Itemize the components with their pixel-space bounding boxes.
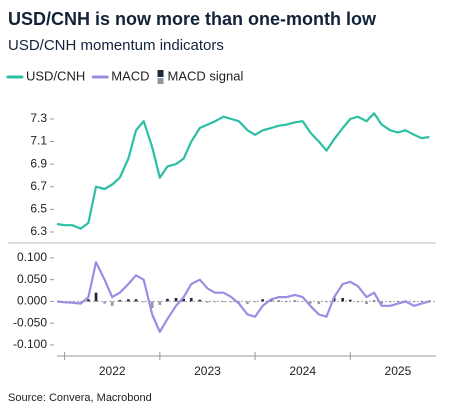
bar — [317, 301, 321, 305]
line — [56, 261, 430, 333]
y2-tick-label: 0.100 — [17, 250, 47, 264]
bar — [428, 300, 431, 302]
bar — [356, 301, 360, 303]
bar — [229, 301, 233, 303]
legend-label: USD/CNH — [26, 68, 85, 83]
bar — [142, 301, 145, 303]
bar — [127, 299, 130, 302]
x-tick-label: 2023 — [194, 364, 221, 378]
bar — [388, 301, 392, 303]
bar — [94, 292, 98, 302]
legend-swatch — [157, 78, 164, 84]
bar — [213, 301, 217, 303]
y2-tick-label: 0.050 — [17, 272, 47, 286]
bar — [150, 301, 154, 308]
bar — [277, 300, 281, 302]
y-tick-label: 7.3 — [30, 111, 47, 125]
y-tick-label: 6.3 — [30, 224, 47, 238]
legend-label: MACD signal — [168, 68, 244, 83]
bar — [372, 300, 376, 302]
bar — [412, 301, 416, 303]
bar — [325, 301, 328, 303]
bar — [189, 297, 193, 302]
bar — [166, 298, 169, 302]
y2-tick-label: 0.000 — [17, 294, 47, 308]
bar — [261, 299, 265, 302]
bar — [79, 301, 83, 303]
x-tick-label: 2025 — [385, 364, 412, 378]
y2-tick-label: -0.100 — [13, 337, 47, 351]
bar — [87, 299, 90, 302]
x-tick-label: 2024 — [289, 364, 316, 378]
bar — [206, 301, 209, 303]
bar — [182, 298, 185, 302]
bar — [341, 297, 345, 302]
y-tick-label: 6.7 — [30, 179, 47, 193]
bar — [308, 301, 312, 304]
x-tick-label: 2022 — [99, 364, 126, 378]
bar — [103, 301, 106, 304]
y2-tick-label: -0.050 — [13, 315, 47, 329]
y-tick-label: 7.1 — [30, 134, 47, 148]
bar — [118, 300, 122, 302]
bar — [253, 301, 257, 303]
y-tick-label: 6.9 — [30, 156, 47, 170]
bar — [198, 299, 202, 302]
source: Source: Convera, Macrobond — [8, 392, 152, 404]
bar — [348, 299, 352, 302]
bar — [246, 301, 249, 305]
y-tick-label: 6.5 — [30, 202, 47, 216]
bar — [110, 301, 114, 306]
bar — [158, 301, 162, 305]
legend-label: MACD — [111, 68, 149, 83]
bar — [380, 301, 384, 304]
chart-title: USD/CNH is now more than one-month low — [8, 9, 377, 29]
bar — [293, 300, 297, 302]
bar — [134, 299, 138, 302]
bar — [365, 301, 368, 305]
chart-subtitle: USD/CNH momentum indicators — [8, 37, 224, 54]
line — [56, 112, 430, 230]
bar — [174, 297, 178, 302]
legend-swatch — [157, 70, 164, 77]
